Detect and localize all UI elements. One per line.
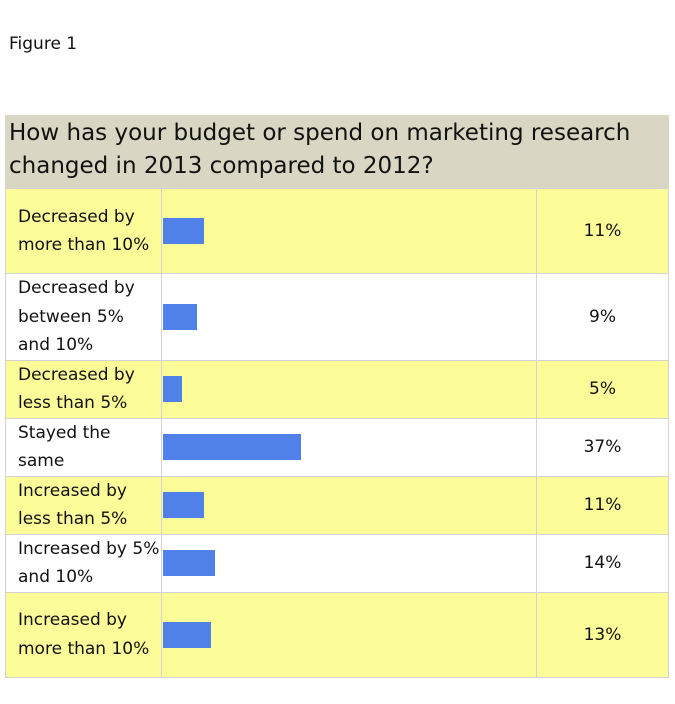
- bar-mark: [163, 303, 197, 330]
- bar-cell: [161, 591, 537, 678]
- bar-table-chart: How has your budget or spend on marketin…: [5, 115, 669, 678]
- category-label: Stayed the same: [5, 417, 162, 477]
- category-label: Decreased by more than 10%: [5, 188, 162, 274]
- bar-mark: [163, 621, 212, 648]
- bar-cell: [161, 359, 537, 419]
- bar-cell: [161, 188, 537, 274]
- bar-mark: [163, 492, 205, 518]
- bar-cell: [161, 533, 537, 593]
- bar-mark: [163, 218, 205, 244]
- value-label: 11%: [536, 475, 669, 535]
- bar-cell: [161, 475, 537, 535]
- chart-grid: Decreased by more than 10% 11% Decreased b…: [5, 188, 669, 678]
- chart-row: Decreased by less than 5% 5%: [5, 359, 669, 419]
- bar-mark: [163, 550, 216, 576]
- value-label: 37%: [536, 417, 669, 477]
- category-label: Increased by 5% and 10%: [5, 533, 162, 593]
- bar-cell: [161, 417, 537, 477]
- bar-mark: [163, 434, 301, 460]
- value-label: 14%: [536, 533, 669, 593]
- value-label: 11%: [536, 188, 669, 274]
- value-label: 9%: [536, 273, 669, 361]
- bar-mark: [163, 376, 182, 402]
- chart-row: Stayed the same 37%: [5, 417, 669, 477]
- chart-row: Increased by less than 5% 11%: [5, 475, 669, 535]
- bar-cell: [161, 273, 537, 361]
- category-label: Decreased by between 5% and 10%: [5, 273, 162, 361]
- category-label: Decreased by less than 5%: [5, 359, 162, 419]
- chart-row: Increased by 5% and 10% 14%: [5, 533, 669, 593]
- chart-row: Increased by more than 10% 13%: [5, 591, 669, 678]
- value-label: 13%: [536, 591, 669, 678]
- chart-row: Decreased by more than 10% 11%: [5, 188, 669, 274]
- category-label: Increased by less than 5%: [5, 475, 162, 535]
- category-label: Increased by more than 10%: [5, 591, 162, 678]
- value-label: 5%: [536, 359, 669, 419]
- chart-title: How has your budget or spend on marketin…: [5, 115, 669, 188]
- figure-label: Figure 1: [9, 34, 78, 54]
- chart-row: Decreased by between 5% and 10% 9%: [5, 273, 669, 361]
